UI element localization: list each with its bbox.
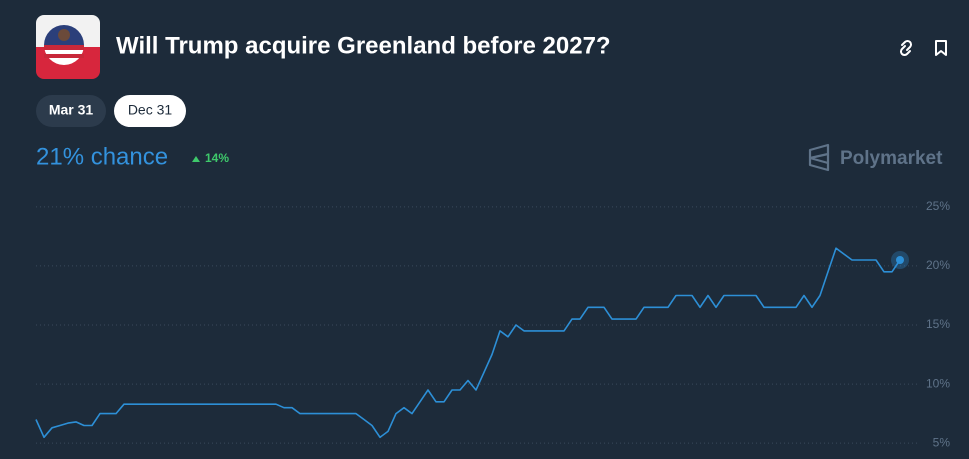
y-tick-label: 5% <box>933 435 951 449</box>
link-icon[interactable] <box>899 39 913 57</box>
bookmark-icon[interactable] <box>935 40 947 56</box>
y-tick-label: 15% <box>926 317 950 331</box>
market-title: Will Trump acquire Greenland before 2027… <box>116 32 611 59</box>
brand: Polymarket <box>840 148 943 169</box>
chart: 5% 10% 15% 20% 25% <box>35 199 951 449</box>
brand-logo <box>808 143 830 172</box>
tab-active[interactable] <box>114 95 186 127</box>
up-arrow <box>192 156 200 162</box>
last-point <box>896 256 904 264</box>
y-tick-label: 20% <box>926 258 950 272</box>
y-tick-label: 10% <box>926 376 950 390</box>
tab-label: Dec 31 <box>128 102 173 118</box>
tab[interactable] <box>36 95 106 127</box>
tab-label: Mar 31 <box>49 102 94 118</box>
market-icon[interactable] <box>36 15 100 79</box>
chance: 21% chance <box>36 143 168 170</box>
change: 14% <box>205 151 229 165</box>
y-tick-label: 25% <box>926 199 950 213</box>
price-line <box>35 247 901 439</box>
